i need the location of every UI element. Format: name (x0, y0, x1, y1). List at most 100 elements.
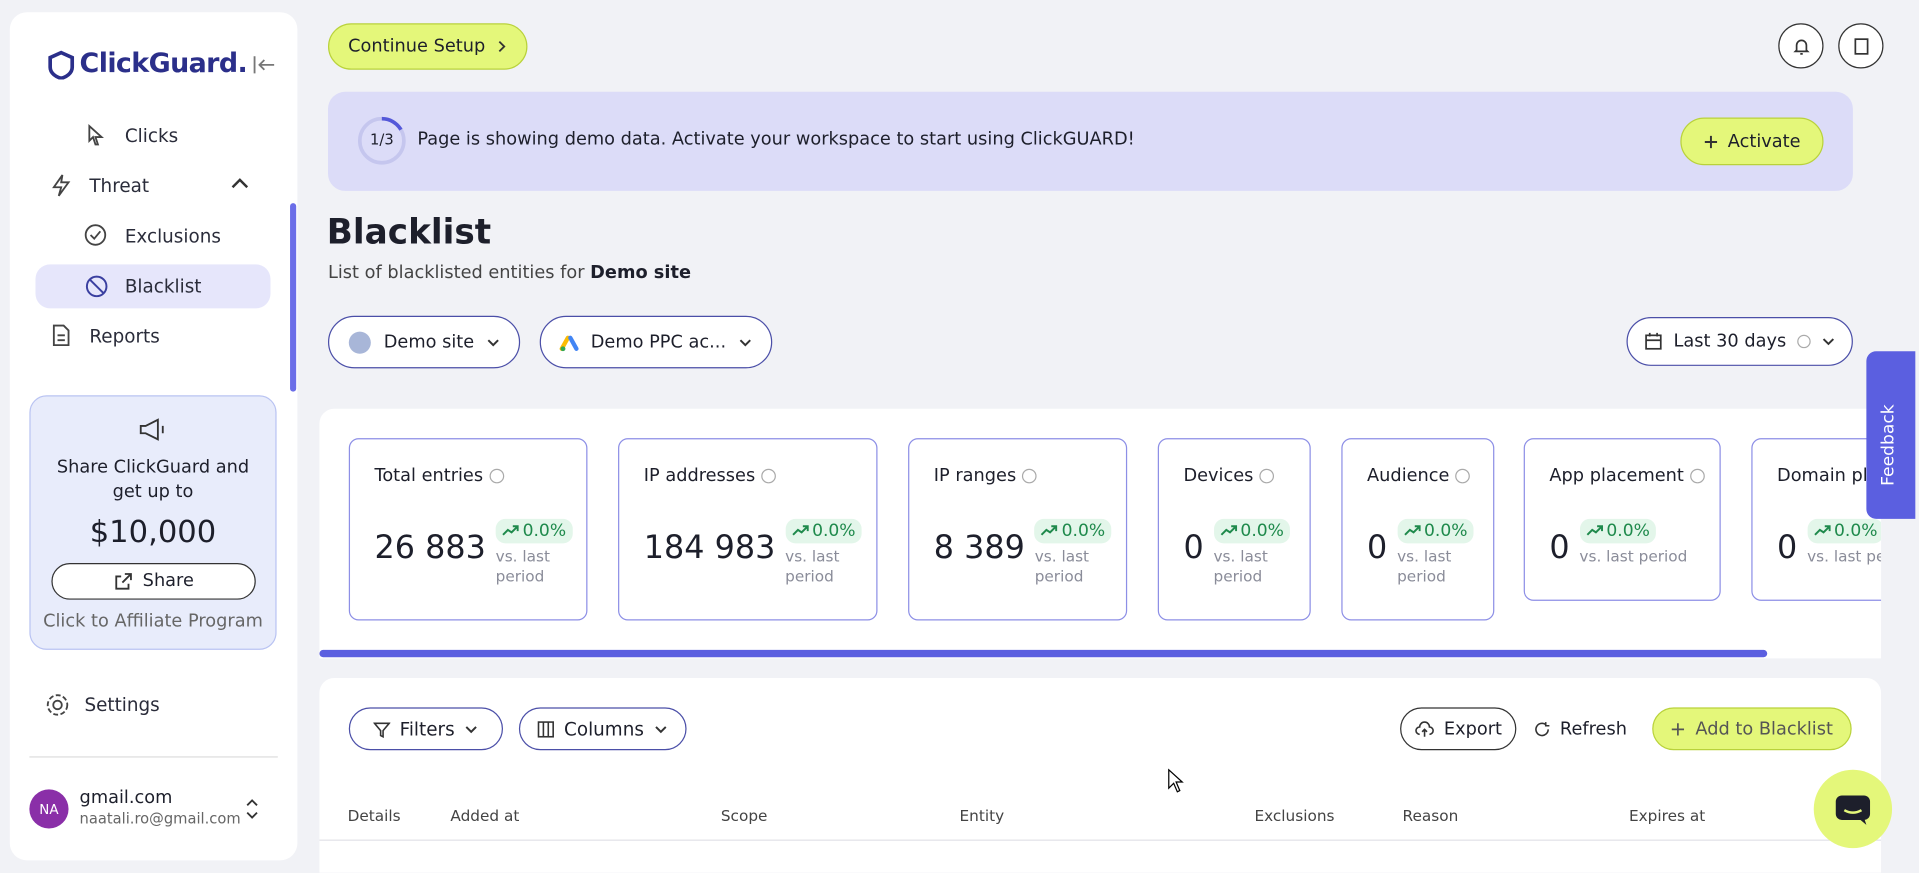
change-note: vs. last period (1579, 547, 1688, 566)
chat-button[interactable] (1813, 769, 1893, 849)
column-header: Added at (450, 806, 520, 825)
change-note: vs. last period (495, 547, 550, 586)
nav-reports[interactable]: Reports (32, 318, 274, 352)
help-icon (1455, 468, 1471, 484)
change-note: vs. last period (785, 547, 840, 586)
account-select[interactable]: Demo PPC ac... (539, 315, 773, 369)
nav-label: Exclusions (124, 225, 221, 248)
stat-label: Audience (1367, 466, 1471, 486)
stats-panel: Total entries 26 883 0.0% vs. last period IP… (319, 408, 1882, 659)
stat-change: 0.0% vs. last period (495, 518, 573, 587)
stat-label: Devices (1183, 466, 1285, 486)
stat-row: 0 0.0% vs. last period (1777, 518, 1882, 567)
stat-row: 0 0.0% vs. last period (1367, 518, 1474, 587)
demo-banner: 1/3 Page is showing demo data. Activate … (327, 91, 1853, 191)
user-name: gmail.com (79, 788, 173, 808)
stat-label-text: IP ranges (933, 466, 1017, 486)
banner-text: Page is showing demo data. Activate your… (417, 129, 1135, 150)
stat-change: 0.0% vs. last period (785, 518, 862, 587)
change-value: 0.0% (522, 521, 567, 541)
subtitle-text: List of blacklisted entities for (327, 263, 585, 283)
change-note: vs. last period (1807, 547, 1881, 566)
columns-button[interactable]: Columns (518, 707, 687, 751)
stat-change: 0.0% vs. last period (1579, 518, 1687, 567)
stat-row: 8 389 0.0% vs. last period (933, 518, 1112, 587)
change-pill: 0.0% (1034, 518, 1112, 544)
brand: ClickGuard. (79, 48, 248, 80)
nav-exclusions[interactable]: Exclusions (32, 218, 274, 252)
feedback-tab[interactable]: Feedback (1866, 351, 1916, 519)
stat-row: 0 0.0% vs. last period (1549, 518, 1695, 567)
stat-label-text: Total entries (374, 466, 484, 486)
stat-label: Total entries (374, 466, 561, 486)
megaphone-icon (139, 418, 164, 441)
share-button[interactable]: Share (51, 562, 256, 600)
settings-icon (46, 694, 69, 716)
notifications[interactable] (1778, 23, 1824, 69)
feedback-label: Feedback (1878, 404, 1899, 486)
stat-label: App placement (1549, 466, 1705, 486)
stat-value: 0 (1183, 529, 1204, 567)
stat-value: 26 883 (374, 529, 486, 567)
column-header: Exclusions (1254, 806, 1335, 825)
nav-threat[interactable]: Threat (32, 168, 274, 202)
stat-card: IP ranges 8 389 0.0% vs. last period (908, 438, 1128, 621)
sidebar: ClickGuard. Clicks Threat Exclusions Bla… (9, 12, 298, 861)
select-label: Last 30 days (1673, 331, 1787, 352)
nav-label: Clicks (124, 124, 179, 147)
docs[interactable] (1838, 23, 1884, 69)
filters-button[interactable]: Filters (348, 707, 504, 751)
table-panel: Filters Columns Export Refresh Add to Bl… (319, 678, 1882, 873)
stat-value: 0 (1549, 529, 1570, 567)
change-pill: 0.0% (1807, 518, 1882, 544)
nav-settings[interactable]: Settings (84, 693, 160, 716)
stat-change: 0.0% vs. last period (1397, 518, 1474, 587)
change-pill: 0.0% (495, 518, 573, 544)
stat-label-text: Devices (1183, 466, 1254, 486)
change-pill: 0.0% (1579, 518, 1657, 544)
change-value: 0.0% (1833, 521, 1878, 541)
collapse-icon[interactable] (252, 55, 276, 75)
help-icon (1022, 468, 1038, 484)
stat-card: Domain placement 0 0.0% vs. last period (1751, 438, 1882, 601)
stat-change: 0.0% vs. last period (1034, 518, 1112, 587)
continue-setup[interactable]: Continue Setup (327, 23, 528, 70)
export-button[interactable]: Export (1400, 707, 1517, 751)
scrollbar (290, 203, 297, 392)
change-value: 0.0% (1424, 521, 1468, 541)
header-divider (319, 839, 1882, 841)
refresh-button[interactable]: Refresh (1531, 707, 1629, 750)
stat-value: 8 389 (933, 529, 1025, 567)
progress-ring (357, 116, 406, 165)
button-label: Export (1443, 719, 1502, 739)
select-label: Demo site (383, 332, 475, 352)
activate-button[interactable]: Activate (1680, 117, 1824, 166)
change-value: 0.0% (1240, 521, 1284, 541)
stat-value: 0 (1777, 529, 1798, 567)
subtitle-site: Demo site (590, 263, 691, 283)
site-select[interactable]: Demo site (327, 315, 521, 369)
user-email: naatali.ro@gmail.com (79, 810, 241, 828)
button-label: Refresh (1559, 719, 1627, 739)
stat-card: Devices 0 0.0% vs. last period (1157, 438, 1311, 621)
change-pill: 0.0% (1397, 518, 1474, 544)
nav-blacklist[interactable]: Blacklist (35, 264, 271, 309)
promo-text: Share ClickGuard and get up to (56, 457, 250, 502)
avatar: NA (29, 789, 69, 829)
change-pill: 0.0% (785, 518, 862, 544)
stat-label: Domain placement (1777, 466, 1881, 486)
stat-change: 0.0% vs. last period (1213, 518, 1291, 587)
add-button[interactable]: Add to Blacklist (1652, 707, 1852, 751)
column-header: Entity (959, 806, 1005, 825)
nav-clicks[interactable]: Clicks (32, 117, 274, 151)
change-pill: 0.0% (1213, 518, 1291, 544)
change-value: 0.0% (1606, 521, 1650, 541)
user-menu-icon[interactable] (245, 798, 260, 820)
date-range[interactable]: Last 30 days (1626, 316, 1853, 366)
button-label: Continue Setup (348, 36, 486, 57)
stat-change: 0.0% vs. last period (1807, 518, 1882, 567)
affiliate-link[interactable]: Click to Affiliate Program (43, 611, 263, 632)
change-note: vs. last period (1397, 547, 1452, 586)
